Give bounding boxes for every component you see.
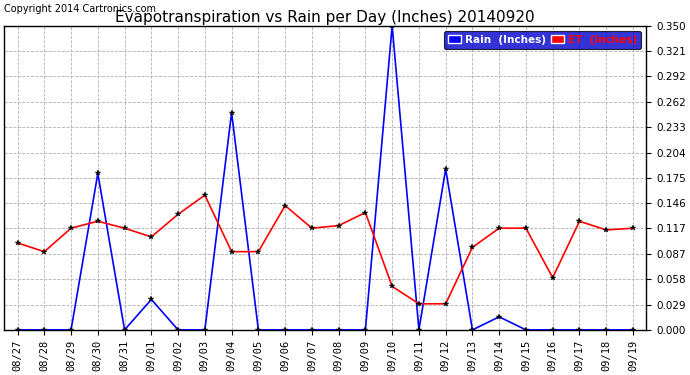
Legend: Rain  (Inches), ET  (Inches): Rain (Inches), ET (Inches) xyxy=(444,31,641,49)
Text: Copyright 2014 Cartronics.com: Copyright 2014 Cartronics.com xyxy=(4,3,156,13)
Title: Evapotranspiration vs Rain per Day (Inches) 20140920: Evapotranspiration vs Rain per Day (Inch… xyxy=(115,9,535,24)
